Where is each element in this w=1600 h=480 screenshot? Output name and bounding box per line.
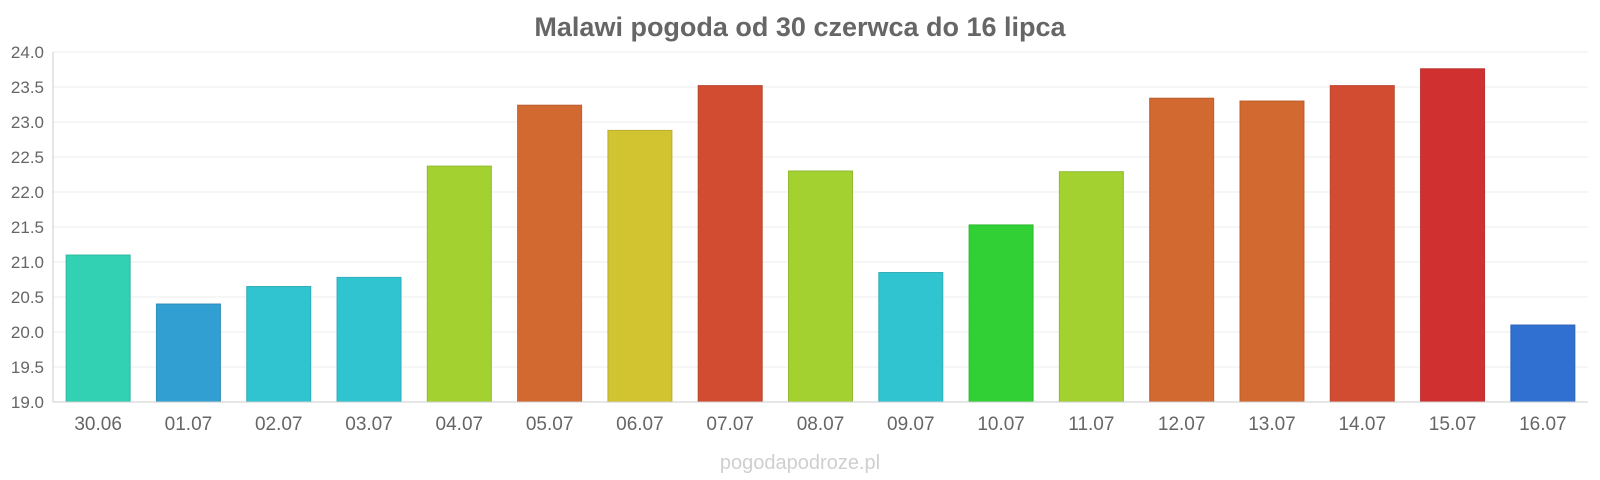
y-tick-label: 21.5 <box>11 218 44 237</box>
bar-06.07[interactable] <box>607 129 673 403</box>
bar-07.07[interactable] <box>697 85 763 403</box>
x-tick-label: 07.07 <box>706 414 754 435</box>
y-tick-label: 24.0 <box>11 43 44 62</box>
y-tick-label: 19.5 <box>11 358 44 377</box>
x-tick-label: 30.06 <box>74 414 122 435</box>
x-tick-label: 10.07 <box>977 414 1025 435</box>
x-tick-label: 04.07 <box>436 414 484 435</box>
x-tick-label: 16.07 <box>1519 414 1567 435</box>
bars <box>65 68 1576 403</box>
bar-05.07[interactable] <box>517 104 583 403</box>
x-tick-label: 11.07 <box>1068 414 1114 435</box>
y-tick-label: 22.5 <box>11 148 44 167</box>
bar-04.07[interactable] <box>426 165 492 403</box>
y-axis: 19.0 19.5 20.0 20.5 21.0 21.5 22.0 22.5 23.0 23.5… <box>11 43 44 412</box>
bar-03.07[interactable] <box>336 276 402 403</box>
bar-30.06[interactable] <box>65 254 131 403</box>
y-tick-label: 22.0 <box>11 183 44 202</box>
x-tick-label: 15.07 <box>1429 414 1477 435</box>
bar-08.07[interactable] <box>788 170 853 403</box>
x-tick-label: 14.07 <box>1338 414 1386 435</box>
x-tick-label: 08.07 <box>797 414 845 435</box>
bar-09.07[interactable] <box>878 272 944 403</box>
y-tick-label: 23.0 <box>11 113 44 132</box>
y-tick-label: 19.0 <box>11 393 44 412</box>
y-tick-label: 23.5 <box>11 78 44 97</box>
bar-12.07[interactable] <box>1149 97 1215 403</box>
x-tick-label: 05.07 <box>526 414 574 435</box>
bar-10.07[interactable] <box>968 224 1034 403</box>
x-tick-label: 06.07 <box>616 414 664 435</box>
bar-01.07[interactable] <box>155 303 221 403</box>
x-tick-label: 09.07 <box>887 414 935 435</box>
x-tick-label: 12.07 <box>1158 414 1206 435</box>
bar-14.07[interactable] <box>1329 85 1395 403</box>
y-tick-label: 21.0 <box>11 253 44 272</box>
x-axis: 30.06 01.07 02.07 03.07 04.07 05.07 06.07 07.07… <box>74 414 1566 435</box>
bar-15.07[interactable] <box>1420 68 1486 403</box>
x-tick-label: 01.07 <box>165 414 213 435</box>
y-tick-label: 20.5 <box>11 288 44 307</box>
y-tick-label: 20.0 <box>11 323 44 342</box>
bar-16.07[interactable] <box>1510 324 1576 403</box>
x-tick-label: 13.07 <box>1248 414 1296 435</box>
bar-02.07[interactable] <box>246 286 312 403</box>
x-tick-label: 03.07 <box>345 414 393 435</box>
chart-title: Malawi pogoda od 30 czerwca do 16 lipca <box>534 12 1066 42</box>
watermark: pogodapodroze.pl <box>720 452 880 474</box>
bar-13.07[interactable] <box>1239 100 1305 403</box>
bar-11.07[interactable] <box>1058 171 1124 403</box>
x-tick-label: 02.07 <box>255 414 303 435</box>
